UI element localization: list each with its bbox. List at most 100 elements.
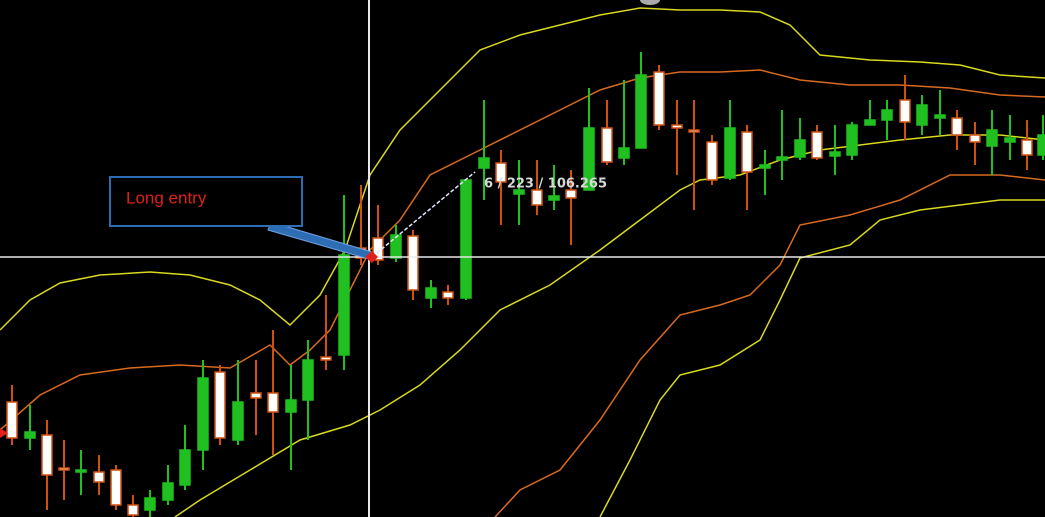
candle-body bbox=[688, 129, 700, 133]
candle-up bbox=[794, 118, 806, 160]
candle-down bbox=[688, 100, 700, 210]
candle-body bbox=[214, 371, 226, 439]
candle-body bbox=[969, 134, 981, 143]
candle-up bbox=[460, 179, 472, 300]
band-line bbox=[0, 7, 1045, 331]
candle-up bbox=[513, 160, 525, 225]
candle-up bbox=[390, 225, 402, 262]
candle-down bbox=[372, 205, 384, 265]
candle-body bbox=[583, 127, 595, 191]
candle-body bbox=[618, 147, 630, 159]
candle-body bbox=[951, 117, 963, 136]
candle-body bbox=[250, 392, 262, 399]
candle-up bbox=[1004, 115, 1016, 160]
candle-body bbox=[390, 234, 402, 259]
candle-body bbox=[338, 254, 350, 356]
candle-body bbox=[285, 399, 297, 413]
candle-down bbox=[6, 385, 18, 445]
candle-down bbox=[110, 465, 122, 510]
candle-down bbox=[495, 150, 507, 225]
candle-body bbox=[671, 124, 683, 129]
candle-down bbox=[601, 100, 613, 165]
candle-down bbox=[951, 110, 963, 150]
band-line bbox=[494, 174, 1045, 517]
candle-down bbox=[58, 440, 70, 500]
candle-up bbox=[724, 100, 736, 180]
candle-body bbox=[425, 287, 437, 299]
candle-body bbox=[407, 235, 419, 291]
candle-up bbox=[179, 425, 191, 490]
candle-body bbox=[829, 151, 841, 157]
candle-down bbox=[741, 125, 753, 210]
candle-up bbox=[162, 465, 174, 505]
candle-body bbox=[93, 471, 105, 483]
entry-marker bbox=[365, 251, 378, 263]
candle-body bbox=[267, 392, 279, 413]
candle-body bbox=[144, 497, 156, 511]
candle-body bbox=[179, 449, 191, 486]
candle-body bbox=[635, 74, 647, 149]
candle-down bbox=[267, 330, 279, 455]
candle-down bbox=[531, 160, 543, 215]
candle-body bbox=[916, 104, 928, 126]
candle-up bbox=[75, 450, 87, 495]
candle-body bbox=[197, 377, 209, 451]
candle-body bbox=[934, 114, 946, 119]
candle-body bbox=[811, 131, 823, 159]
candle-down bbox=[250, 360, 262, 435]
candle-down bbox=[41, 420, 53, 510]
crosshair-readout: 6 / 223 / 106.265 bbox=[484, 177, 607, 192]
candle-body bbox=[531, 189, 543, 206]
candle-up bbox=[24, 405, 36, 450]
candle-up bbox=[916, 95, 928, 135]
candle-up bbox=[583, 88, 595, 191]
candle-body bbox=[41, 434, 53, 476]
candle-body bbox=[478, 157, 490, 169]
candle-down bbox=[653, 65, 665, 130]
candle-body bbox=[1021, 139, 1033, 156]
candle-up bbox=[986, 110, 998, 175]
candle-up bbox=[285, 365, 297, 470]
candle-body bbox=[548, 195, 560, 201]
band-line bbox=[174, 134, 1045, 517]
candle-body bbox=[372, 237, 384, 261]
candle-up bbox=[478, 100, 490, 200]
candle-up bbox=[635, 52, 647, 149]
candle-body bbox=[232, 401, 244, 441]
candle-body bbox=[302, 359, 314, 401]
candle-down bbox=[1021, 120, 1033, 170]
candle-down bbox=[811, 125, 823, 160]
candle-body bbox=[653, 71, 665, 126]
candle-body bbox=[741, 131, 753, 173]
candle-up bbox=[881, 100, 893, 140]
candle-down bbox=[706, 135, 718, 185]
candle-body bbox=[565, 189, 577, 199]
candle-body bbox=[6, 401, 18, 439]
entry-marker-left bbox=[0, 428, 8, 438]
candle-body bbox=[24, 431, 36, 439]
candle-up bbox=[232, 360, 244, 445]
band-line bbox=[0, 69, 1045, 431]
candle-body bbox=[513, 189, 525, 195]
candle-body bbox=[864, 119, 876, 126]
candle-up bbox=[338, 195, 350, 370]
ruler-line bbox=[371, 171, 476, 258]
candle-body bbox=[724, 127, 736, 179]
candle-up bbox=[197, 360, 209, 470]
candle-body bbox=[706, 141, 718, 181]
candle-body bbox=[899, 99, 911, 123]
callout-label: Long entry bbox=[126, 188, 207, 207]
candle-down bbox=[671, 100, 683, 175]
candle-down bbox=[969, 122, 981, 165]
candle-up bbox=[934, 90, 946, 135]
candle-up bbox=[759, 150, 771, 195]
candle-body bbox=[846, 124, 858, 156]
candle-body bbox=[460, 179, 472, 299]
candle-body bbox=[442, 291, 454, 299]
candle-body bbox=[601, 127, 613, 163]
scroll-handle[interactable] bbox=[640, 0, 660, 5]
candle-down bbox=[899, 75, 911, 140]
candle-down bbox=[320, 295, 332, 370]
